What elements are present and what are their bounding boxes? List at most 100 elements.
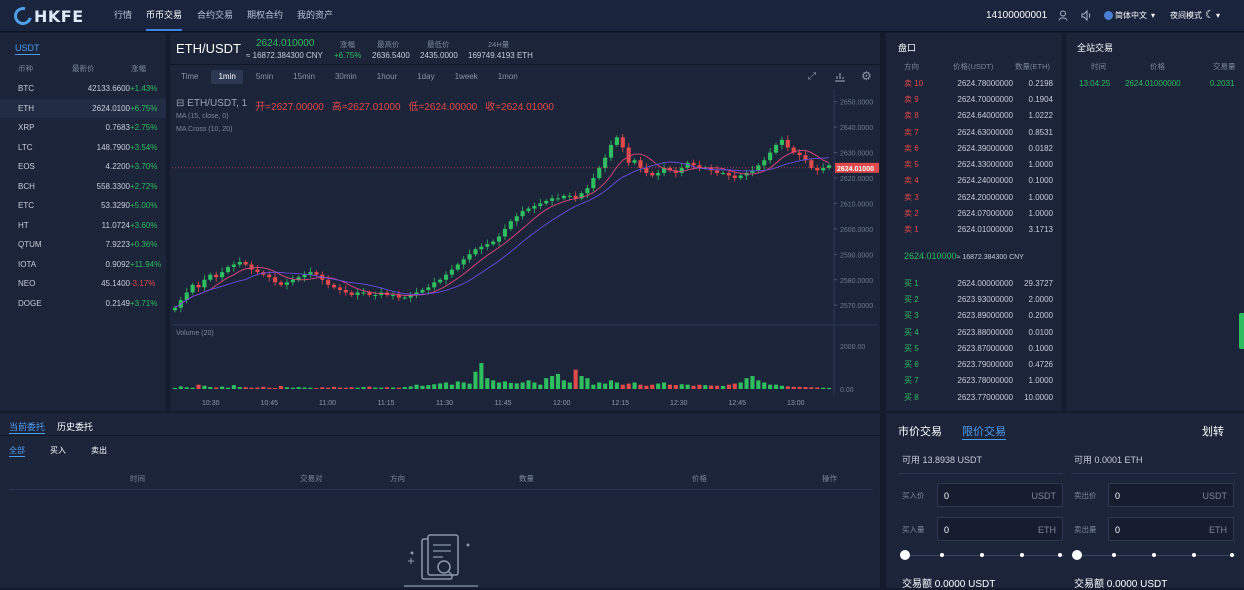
tab-order-history[interactable]: 历史委托: [57, 422, 94, 432]
volume-bar: [614, 382, 619, 389]
tab-current-orders[interactable]: 当前委托: [9, 422, 46, 434]
market-row[interactable]: XRP 0.7683 +2.75%: [0, 118, 166, 138]
orders-header-pair: 交易对: [300, 474, 323, 483]
candle-body: [638, 160, 643, 168]
side-handle[interactable]: [1239, 313, 1244, 349]
bid-row[interactable]: 买 3 2623.89000000 0.2000: [886, 308, 1062, 324]
market-tab-usdt[interactable]: USDT: [15, 43, 40, 55]
interval-tab[interactable]: 1day: [417, 72, 435, 81]
logo-mark-icon: [10, 3, 36, 29]
market-row[interactable]: HT 11.0724 +3.60%: [0, 216, 166, 236]
user-account[interactable]: 14100000001: [986, 10, 1048, 21]
candle-body: [809, 160, 814, 168]
interval-tab[interactable]: 1mon: [497, 72, 518, 81]
interval-tab[interactable]: 30min: [334, 72, 357, 81]
tab-market-trade[interactable]: 市价交易: [898, 426, 942, 438]
language-select[interactable]: 简体中文: [1115, 11, 1147, 20]
nav-assets[interactable]: 我的资产: [297, 10, 334, 20]
settings-gear-icon[interactable]: ⚙: [861, 69, 872, 83]
buy-qty-input[interactable]: 0 ETH: [937, 517, 1063, 541]
market-row[interactable]: QTUM 7.9223 +0.36%: [0, 235, 166, 255]
moon-icon[interactable]: ☾: [1205, 9, 1215, 21]
theme-mode[interactable]: 夜间模式: [1170, 11, 1202, 20]
ob-qty: 1.0000: [1028, 376, 1053, 386]
price-tick-label: 2620.0000: [840, 176, 873, 183]
bid-row[interactable]: 买 5 2623.87000000 0.1000: [886, 340, 1062, 356]
volume-bar: [467, 383, 472, 389]
buy-price-input[interactable]: 0 USDT: [937, 483, 1063, 507]
ask-row[interactable]: 卖 6 2624.39000000 0.0182: [886, 140, 1062, 156]
indicator-icon[interactable]: [834, 71, 846, 84]
interval-tab[interactable]: 1week: [454, 72, 478, 81]
market-row[interactable]: ETH 2624.0100 +6.75%: [0, 98, 166, 118]
ask-row[interactable]: 卖 8 2624.64000000 1.0222: [886, 108, 1062, 124]
candle-body: [485, 244, 490, 247]
nav-spot[interactable]: 币币交易: [146, 0, 183, 31]
interval-tab[interactable]: 5min: [255, 72, 274, 81]
interval-tab[interactable]: 1min: [211, 70, 243, 84]
high-value: 2636.5400: [372, 51, 410, 60]
sell-amount-slider[interactable]: [1072, 550, 1236, 560]
bid-row[interactable]: 买 2 2623.93000000 2.0000: [886, 291, 1062, 307]
ask-row[interactable]: 卖 3 2624.20000000 1.0000: [886, 189, 1062, 205]
volume-bar: [579, 376, 584, 389]
buy-amount-slider[interactable]: [900, 550, 1064, 560]
market-row[interactable]: DOGE 0.2149 +3.71%: [0, 294, 166, 314]
interval-tab[interactable]: 15min: [293, 72, 315, 81]
sell-price-input[interactable]: 0 USDT: [1108, 483, 1234, 507]
candle-body: [532, 206, 537, 209]
volume-bar: [172, 387, 178, 389]
market-row[interactable]: BTC 42133.6600 +1.43%: [0, 79, 166, 99]
sell-qty-input[interactable]: 0 ETH: [1108, 517, 1234, 541]
filter-all[interactable]: 全部: [9, 446, 25, 457]
volume-bar: [709, 385, 714, 389]
volume-tick-label: 0.00: [840, 387, 854, 394]
ask-row[interactable]: 卖 5 2624.33000000 1.0000: [886, 156, 1062, 172]
market-row[interactable]: EOS 4.2200 +3.70%: [0, 157, 166, 177]
bid-row[interactable]: 买 1 2624.00000000 29.3727: [886, 275, 1062, 291]
tab-limit-trade[interactable]: 限价交易: [962, 423, 1006, 440]
volume-bar: [231, 385, 236, 389]
ask-row[interactable]: 卖 2 2624.07000000 1.0000: [886, 205, 1062, 221]
volume-bar: [791, 386, 796, 389]
market-price: 53.3290: [101, 201, 130, 211]
trade-time: 13:04:25: [1079, 79, 1111, 88]
brand-logo[interactable]: HKFE: [10, 3, 84, 29]
filter-buy[interactable]: 买入: [50, 446, 66, 455]
ob-price: 2623.79000000: [957, 360, 1013, 370]
market-row[interactable]: BCH 558.3300 +2.72%: [0, 177, 166, 197]
volume-bar: [485, 378, 490, 389]
user-icon[interactable]: [1058, 10, 1068, 23]
volume-bar: [455, 381, 460, 389]
transfer-button[interactable]: 划转: [1202, 426, 1224, 438]
interval-tab[interactable]: Time: [181, 72, 199, 81]
filter-sell[interactable]: 卖出: [91, 446, 107, 455]
ob-side: 卖 2: [904, 209, 919, 219]
speaker-icon[interactable]: [1081, 9, 1092, 23]
volume-bar: [603, 383, 608, 389]
time-tick-label: 10:30: [202, 400, 220, 407]
volume-bar: [809, 387, 814, 389]
candle-body: [597, 167, 602, 179]
bid-row[interactable]: 买 8 2623.77000000 10.0000: [886, 389, 1062, 405]
bid-row[interactable]: 买 6 2623.79000000 0.4726: [886, 356, 1062, 372]
fullscreen-icon[interactable]: ⤢: [808, 71, 816, 82]
market-row[interactable]: IOTA 0.9092 +11.94%: [0, 255, 166, 275]
bid-row[interactable]: 买 4 2623.88000000 0.0100: [886, 324, 1062, 340]
interval-tab[interactable]: 1hour: [376, 72, 398, 81]
market-row[interactable]: ETC 53.3290 +5.00%: [0, 196, 166, 216]
ask-row[interactable]: 卖 7 2624.63000000 0.8531: [886, 124, 1062, 140]
candlestick-chart[interactable]: 2650.0000 2640.0000 2630.0000 2620.0000 2610…: [170, 89, 880, 411]
ask-row[interactable]: 卖 10 2624.78000000 0.2198: [886, 75, 1062, 91]
market-row[interactable]: LTC 148.7900 +3.54%: [0, 138, 166, 158]
nav-market[interactable]: 行情: [114, 10, 133, 20]
market-row[interactable]: NEO 45.1400 -3.17%: [0, 274, 166, 294]
nav-options[interactable]: 期权合约: [247, 10, 284, 20]
candle-body: [184, 292, 189, 301]
nav-contract[interactable]: 合约交易: [197, 10, 234, 20]
bid-row[interactable]: 买 7 2623.78000000 1.0000: [886, 373, 1062, 389]
ask-row[interactable]: 卖 1 2624.01000000 3.1713: [886, 222, 1062, 238]
ask-row[interactable]: 卖 9 2624.70000000 0.1904: [886, 91, 1062, 107]
ask-row[interactable]: 卖 4 2624.24000000 0.1000: [886, 173, 1062, 189]
ob-side: 买 1: [904, 278, 919, 288]
